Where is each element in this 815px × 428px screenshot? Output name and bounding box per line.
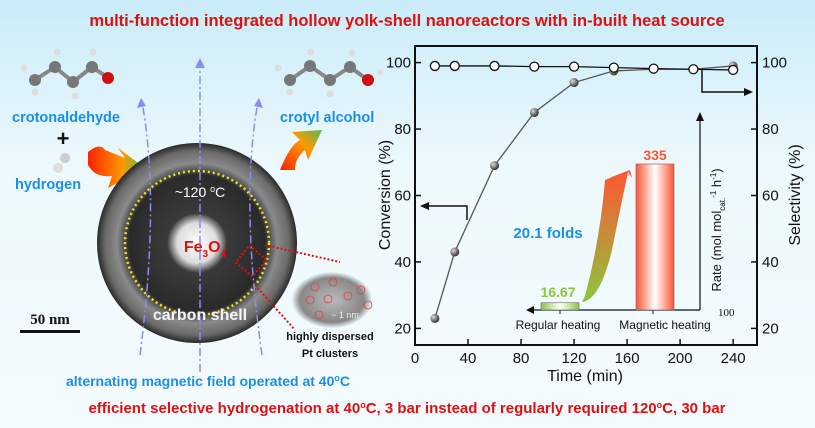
right-axis-arrow-icon bbox=[744, 88, 753, 96]
shell-label: carbon shell bbox=[153, 307, 247, 324]
field-label: alternating magnetic field operated at 4… bbox=[66, 373, 350, 389]
data-series bbox=[429, 60, 739, 323]
hollow-boundary-dotted-circle bbox=[123, 169, 271, 317]
temperature-label: ~120 oC bbox=[175, 184, 226, 200]
incoming-arrow-icon bbox=[88, 146, 145, 188]
x-axis-label: Time (min) bbox=[547, 368, 623, 385]
x-tick-label: 0 bbox=[411, 350, 419, 367]
conversion-point bbox=[450, 247, 460, 257]
y-tick-label: 100 bbox=[386, 55, 411, 72]
selectivity-point bbox=[688, 64, 699, 75]
y2-axis-label: Selectivity (%) bbox=[787, 144, 804, 245]
core-label: Fe3O4 bbox=[184, 239, 227, 260]
x-tick-label: 40 bbox=[460, 350, 477, 367]
hydrogen-label: hydrogen bbox=[15, 177, 81, 193]
selectivity-point bbox=[608, 62, 619, 73]
y-tick-label: 40 bbox=[394, 254, 411, 271]
cluster-label-line2: Pt clusters bbox=[302, 348, 358, 360]
y2-tick-label: 100 bbox=[762, 55, 787, 72]
inset-x-arrow-icon bbox=[526, 306, 534, 314]
increase-arrow-icon bbox=[582, 170, 632, 302]
conversion-point bbox=[529, 107, 539, 117]
axis-indicator-arrows bbox=[424, 70, 750, 220]
scale-bar-label: 50 nm bbox=[30, 312, 70, 328]
selectivity-point bbox=[449, 60, 460, 72]
conversion-selectivity-chart: 0 40 80 120 160 200 240 20 20 40 40 60 60 80 80 100 100… bbox=[377, 45, 804, 385]
fold-increase-label: 20.1 folds bbox=[513, 225, 582, 242]
y2-tick-label: 40 bbox=[762, 254, 779, 271]
bar-magnetic-heating bbox=[635, 163, 675, 311]
y-axis-label: Conversion (%) bbox=[377, 140, 394, 250]
scale-bar bbox=[20, 330, 80, 333]
bar-regular-heating bbox=[540, 302, 580, 311]
selectivity-point bbox=[727, 64, 739, 76]
hydrogen-molecule-icon bbox=[53, 153, 70, 173]
conversion-point bbox=[569, 78, 579, 88]
cluster-size-label: ~ 1 nm bbox=[331, 310, 359, 320]
cluster-label-line1: highly dispersed bbox=[286, 331, 373, 343]
reactant-label: crotonaldehyde bbox=[12, 110, 120, 126]
inset-y-arrow-icon bbox=[696, 112, 704, 121]
x-tick-label: 80 bbox=[513, 350, 530, 367]
crotonaldehyde-molecule-icon bbox=[20, 48, 114, 100]
x-tick-label: 160 bbox=[615, 350, 640, 367]
pt-cluster-circles bbox=[305, 277, 373, 320]
zoom-indicator bbox=[234, 244, 341, 331]
selectivity-point bbox=[648, 63, 659, 74]
nanoreactor-scheme: crotonaldehyde + hydrogen crotyl alcohol bbox=[12, 48, 383, 389]
y-tick-label: 20 bbox=[394, 320, 411, 337]
field-arrowheads-icon bbox=[137, 58, 263, 108]
bar-value-regular: 16.67 bbox=[540, 284, 575, 300]
title: multi-function integrated hollow yolk-sh… bbox=[89, 12, 724, 30]
y2-tick-label: 60 bbox=[762, 188, 779, 205]
inset-axis-value: 100 bbox=[718, 307, 735, 319]
selectivity-point bbox=[489, 60, 500, 72]
y-tick-label: 80 bbox=[394, 121, 411, 138]
y2-tick-label: 20 bbox=[762, 320, 779, 337]
conversion-point bbox=[490, 161, 500, 171]
x-axis-ticks: 0 40 80 120 160 200 240 bbox=[411, 339, 746, 367]
footer-summary: efficient selective hydrogenation at 40o… bbox=[88, 400, 725, 417]
selectivity-point bbox=[529, 61, 540, 72]
conversion-point bbox=[430, 313, 440, 323]
category-regular-heating: Regular heating bbox=[516, 318, 601, 332]
magnetic-field-lines bbox=[139, 62, 263, 372]
x-tick-label: 120 bbox=[562, 350, 587, 367]
selectivity-point bbox=[429, 60, 441, 72]
x-tick-label: 200 bbox=[668, 350, 693, 367]
bar-value-magnetic: 335 bbox=[643, 147, 667, 163]
y2-tick-label: 80 bbox=[762, 121, 779, 138]
category-magnetic-heating: Magnetic heating bbox=[619, 318, 710, 332]
outgoing-arrow-icon bbox=[280, 130, 322, 170]
y-axis-ticks: 20 20 40 40 60 60 80 80 100 100 bbox=[386, 55, 787, 338]
selectivity-point bbox=[568, 61, 580, 72]
y-tick-label: 60 bbox=[394, 188, 411, 205]
x-tick-label: 240 bbox=[721, 350, 746, 367]
rate-inset-bar-chart: 16.67 335 Regular heating Magnetic heati… bbox=[513, 112, 735, 332]
inset-y-axis-label: Rate (mol molcat.-1 h-1) bbox=[709, 168, 727, 291]
yolk-shell-particle bbox=[97, 143, 297, 343]
plus-sign: + bbox=[57, 126, 70, 151]
left-axis-arrow-icon bbox=[420, 202, 429, 210]
conversion-line bbox=[434, 65, 734, 319]
crotyl-alcohol-molecule-icon bbox=[274, 48, 383, 98]
product-label: crotyl alcohol bbox=[280, 110, 374, 126]
